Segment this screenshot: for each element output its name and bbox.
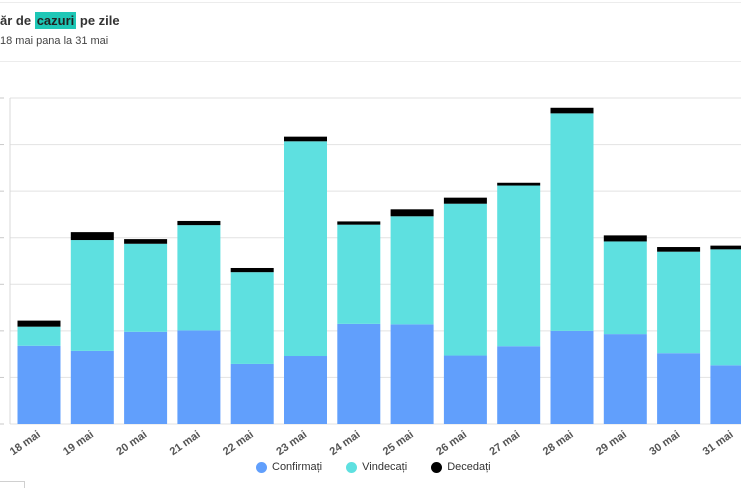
bar-confirma-i-13	[710, 365, 741, 424]
legend-label-decedati: Decedați	[447, 461, 491, 473]
bar-deceda-i-8	[443, 197, 487, 204]
x-tick-label-12: 30 mai	[647, 429, 682, 458]
header-separator	[0, 61, 741, 62]
x-tick-label-0: 18 mai	[8, 429, 43, 458]
legend-dot-confirmati	[256, 461, 267, 473]
x-tick-label-7: 25 mai	[381, 429, 416, 458]
legend-label-confirmati: Confirmați	[272, 461, 323, 473]
bar-vindeca-i-5	[284, 141, 327, 357]
scroll-hint	[0, 481, 25, 488]
bar-deceda-i-12	[657, 247, 701, 252]
x-tick-label-1: 19 mai	[61, 429, 96, 458]
legend-dot-vindecati	[346, 461, 358, 473]
bar-vindeca-i-12	[657, 251, 701, 354]
chart-subtitle: 18 mai pana la 31 mai	[0, 35, 109, 47]
bar-confirma-i-9	[497, 346, 541, 424]
bar-confirma-i-4	[230, 363, 274, 424]
bar-vindeca-i-4	[230, 272, 274, 364]
chart-title: ăr de cazuri pe zile	[0, 12, 120, 29]
bar-vindeca-i-2	[124, 243, 168, 332]
x-tick-label-6: 24 mai	[328, 429, 363, 458]
bar-vindeca-i-7	[390, 216, 434, 325]
bar-confirma-i-1	[70, 350, 114, 424]
x-tick-label-5: 23 mai	[274, 429, 309, 458]
bar-confirma-i-7	[390, 324, 434, 424]
bar-vindeca-i-1	[70, 240, 114, 351]
bar-confirma-i-6	[337, 323, 381, 424]
bar-deceda-i-13	[710, 245, 741, 250]
legend-dot-decedati	[431, 461, 443, 473]
bar-vindeca-i-3	[177, 225, 221, 331]
bar-deceda-i-3	[177, 220, 221, 226]
x-tick-label-9: 27 mai	[487, 429, 522, 458]
bar-vindeca-i-13	[710, 249, 741, 366]
bar-deceda-i-4	[230, 267, 274, 273]
bar-vindeca-i-11	[603, 241, 647, 335]
bar-vindeca-i-9	[497, 185, 541, 347]
legend-item-decedati[interactable]: Decedați	[431, 461, 491, 473]
legend-label-vindecati: Vindecați	[362, 461, 408, 473]
x-tick-label-8: 26 mai	[434, 429, 469, 458]
bar-deceda-i-9	[497, 182, 541, 186]
bar-deceda-i-10	[550, 107, 594, 114]
x-tick-label-4: 22 mai	[221, 429, 256, 458]
x-tick-label-10: 28 mai	[541, 429, 576, 458]
bar-confirma-i-2	[124, 331, 168, 424]
legend-item-confirmati[interactable]: Confirmați	[256, 461, 322, 473]
bar-deceda-i-7	[390, 209, 434, 217]
bar-deceda-i-2	[124, 239, 168, 244]
bar-vindeca-i-6	[337, 224, 381, 324]
title-highlight: cazuri	[34, 12, 77, 29]
x-tick-label-3: 21 mai	[168, 429, 203, 458]
bar-deceda-i-11	[603, 235, 647, 242]
bar-deceda-i-5	[284, 136, 327, 142]
chart-legend: Confirmați Vindecați Decedați	[256, 461, 491, 473]
bar-confirma-i-11	[603, 334, 647, 424]
top-border	[0, 2, 741, 3]
x-tick-label-13: 31 mai	[701, 429, 736, 458]
bar-deceda-i-6	[337, 221, 381, 225]
bar-vindeca-i-0	[17, 326, 61, 346]
bar-confirma-i-8	[443, 355, 487, 424]
bar-deceda-i-0	[17, 320, 61, 327]
bar-deceda-i-1	[70, 232, 114, 241]
bar-confirma-i-3	[177, 330, 221, 424]
bar-confirma-i-5	[284, 356, 327, 424]
legend-item-vindecati[interactable]: Vindecați	[346, 461, 407, 473]
x-tick-label-2: 20 mai	[114, 429, 149, 458]
bar-vindeca-i-10	[550, 113, 594, 331]
bar-confirma-i-0	[17, 345, 61, 424]
x-tick-label-11: 29 mai	[594, 429, 629, 458]
bar-confirma-i-12	[657, 353, 701, 424]
bar-confirma-i-10	[550, 330, 594, 424]
bar-vindeca-i-8	[443, 203, 487, 356]
